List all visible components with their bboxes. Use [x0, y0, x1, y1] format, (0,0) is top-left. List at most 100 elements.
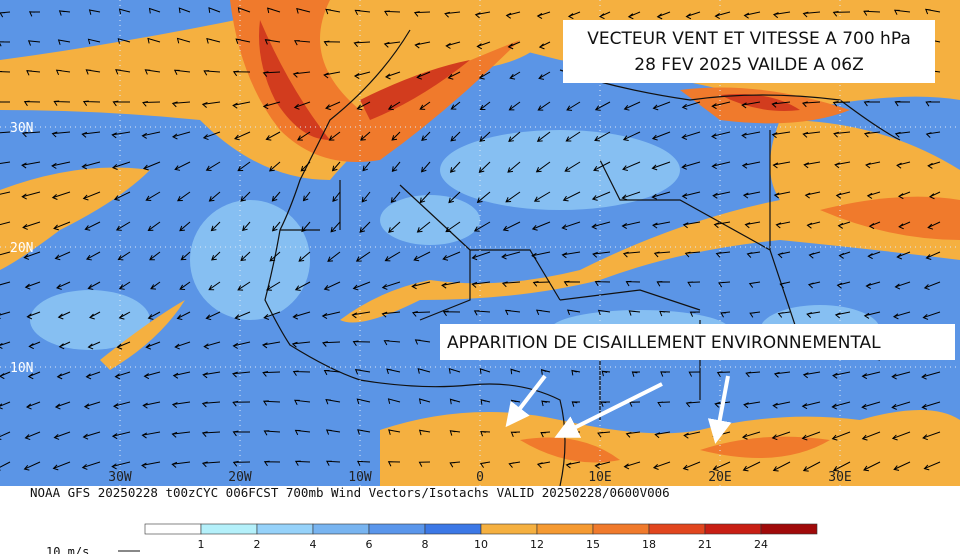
wind-vector [113, 191, 131, 201]
wind-vector [685, 401, 701, 408]
longitude-label: 10W [348, 470, 372, 485]
wind-vector [866, 191, 881, 199]
wind-vector [325, 429, 341, 435]
wind-vector [83, 401, 101, 410]
wind-vector [328, 131, 341, 141]
wind-vector [480, 430, 491, 437]
wind-vector [0, 161, 11, 165]
wind-vector [387, 461, 401, 467]
wind-vector [208, 281, 221, 291]
wind-vector [741, 431, 761, 440]
wind-vector [538, 41, 551, 50]
wind-vector [508, 131, 521, 142]
wind-vector [331, 161, 341, 172]
wind-vector [261, 341, 281, 349]
wind-vector [741, 101, 761, 109]
wind-vector [112, 401, 131, 410]
wind-vector [271, 191, 281, 202]
wind-vector [301, 221, 311, 233]
wind-vector [831, 431, 851, 441]
wind-vector [863, 461, 881, 472]
wind-vector [21, 131, 41, 138]
wind-vector [150, 281, 161, 290]
wind-vector [205, 161, 221, 171]
wind-vector [442, 251, 461, 261]
wind-vector [504, 309, 521, 316]
wind-vector [383, 41, 401, 48]
wind-vector [147, 221, 161, 231]
wind-vector [891, 371, 911, 380]
wind-vector [381, 281, 401, 290]
wind-vector [23, 100, 41, 107]
wind-vector [449, 161, 461, 173]
wind-vector [571, 369, 581, 376]
wind-vector [863, 311, 881, 319]
wind-vector [325, 8, 341, 15]
wind-vector [660, 371, 671, 377]
wind-vector [507, 41, 521, 50]
wind-vector [292, 71, 311, 78]
wind-vector [893, 461, 911, 471]
wind-vector [714, 11, 731, 20]
annotation-box [440, 324, 955, 360]
wind-vector [561, 221, 581, 231]
wind-vector [449, 430, 461, 436]
wind-vector [536, 131, 551, 142]
annotation: APPARITION DE CISAILLEMENT ENVIRONNEMENT… [447, 333, 881, 353]
wind-vector [237, 7, 251, 13]
wind-vector [85, 251, 101, 261]
wind-vector [144, 69, 161, 75]
wind-vector [323, 71, 341, 79]
wind-vector [682, 221, 701, 229]
wind-vector [597, 309, 611, 316]
wind-vector [479, 131, 491, 142]
wind-vector [323, 369, 341, 376]
wind-vector [600, 401, 611, 407]
wind-vector [0, 401, 11, 410]
wind-vector [806, 221, 821, 229]
wind-vector [448, 367, 461, 374]
wind-vector [178, 7, 191, 14]
wind-vector [232, 70, 251, 77]
colorbar-segment [200, 523, 258, 535]
wind-vector [352, 281, 371, 291]
wind-vector [772, 161, 791, 169]
wind-vector [332, 191, 341, 203]
colorbar-segment [592, 523, 650, 535]
wind-vector [927, 221, 941, 230]
wind-vector [58, 10, 71, 16]
scale-arrow: 10 m/s [46, 545, 140, 554]
wind-vector [835, 191, 851, 199]
wind-vector [746, 251, 761, 258]
wind-vector [362, 161, 371, 172]
wind-vector [923, 461, 941, 471]
wind-vector [232, 400, 251, 407]
wind-vector [681, 131, 701, 140]
wind-vector [478, 161, 491, 173]
wind-vector [479, 101, 491, 111]
wind-vector [265, 131, 281, 141]
wind-vector [651, 131, 671, 141]
wind-vector [356, 101, 371, 111]
footer: NOAA GFS 20250228 t00zCYC 006FCST 700mb … [30, 485, 670, 500]
wind-vector [563, 280, 581, 287]
wind-vector [802, 131, 821, 138]
wind-vector [264, 39, 281, 45]
wind-vector [81, 461, 101, 470]
wind-vector [834, 161, 851, 169]
wind-vector [56, 281, 71, 290]
wind-vector [0, 221, 11, 226]
wind-vector [628, 310, 641, 316]
wind-vector [145, 341, 161, 350]
wind-vector [682, 461, 701, 471]
wind-vector [715, 251, 731, 258]
colorbar-segment [312, 523, 370, 535]
wind-vector [203, 341, 221, 350]
wind-vector [147, 311, 161, 320]
longitude-label: 30W [108, 470, 132, 485]
wind-vector [386, 368, 401, 375]
wind-vector [171, 131, 191, 140]
wind-vector [625, 280, 641, 287]
wind-vector [0, 311, 11, 320]
wind-vector [353, 71, 371, 80]
